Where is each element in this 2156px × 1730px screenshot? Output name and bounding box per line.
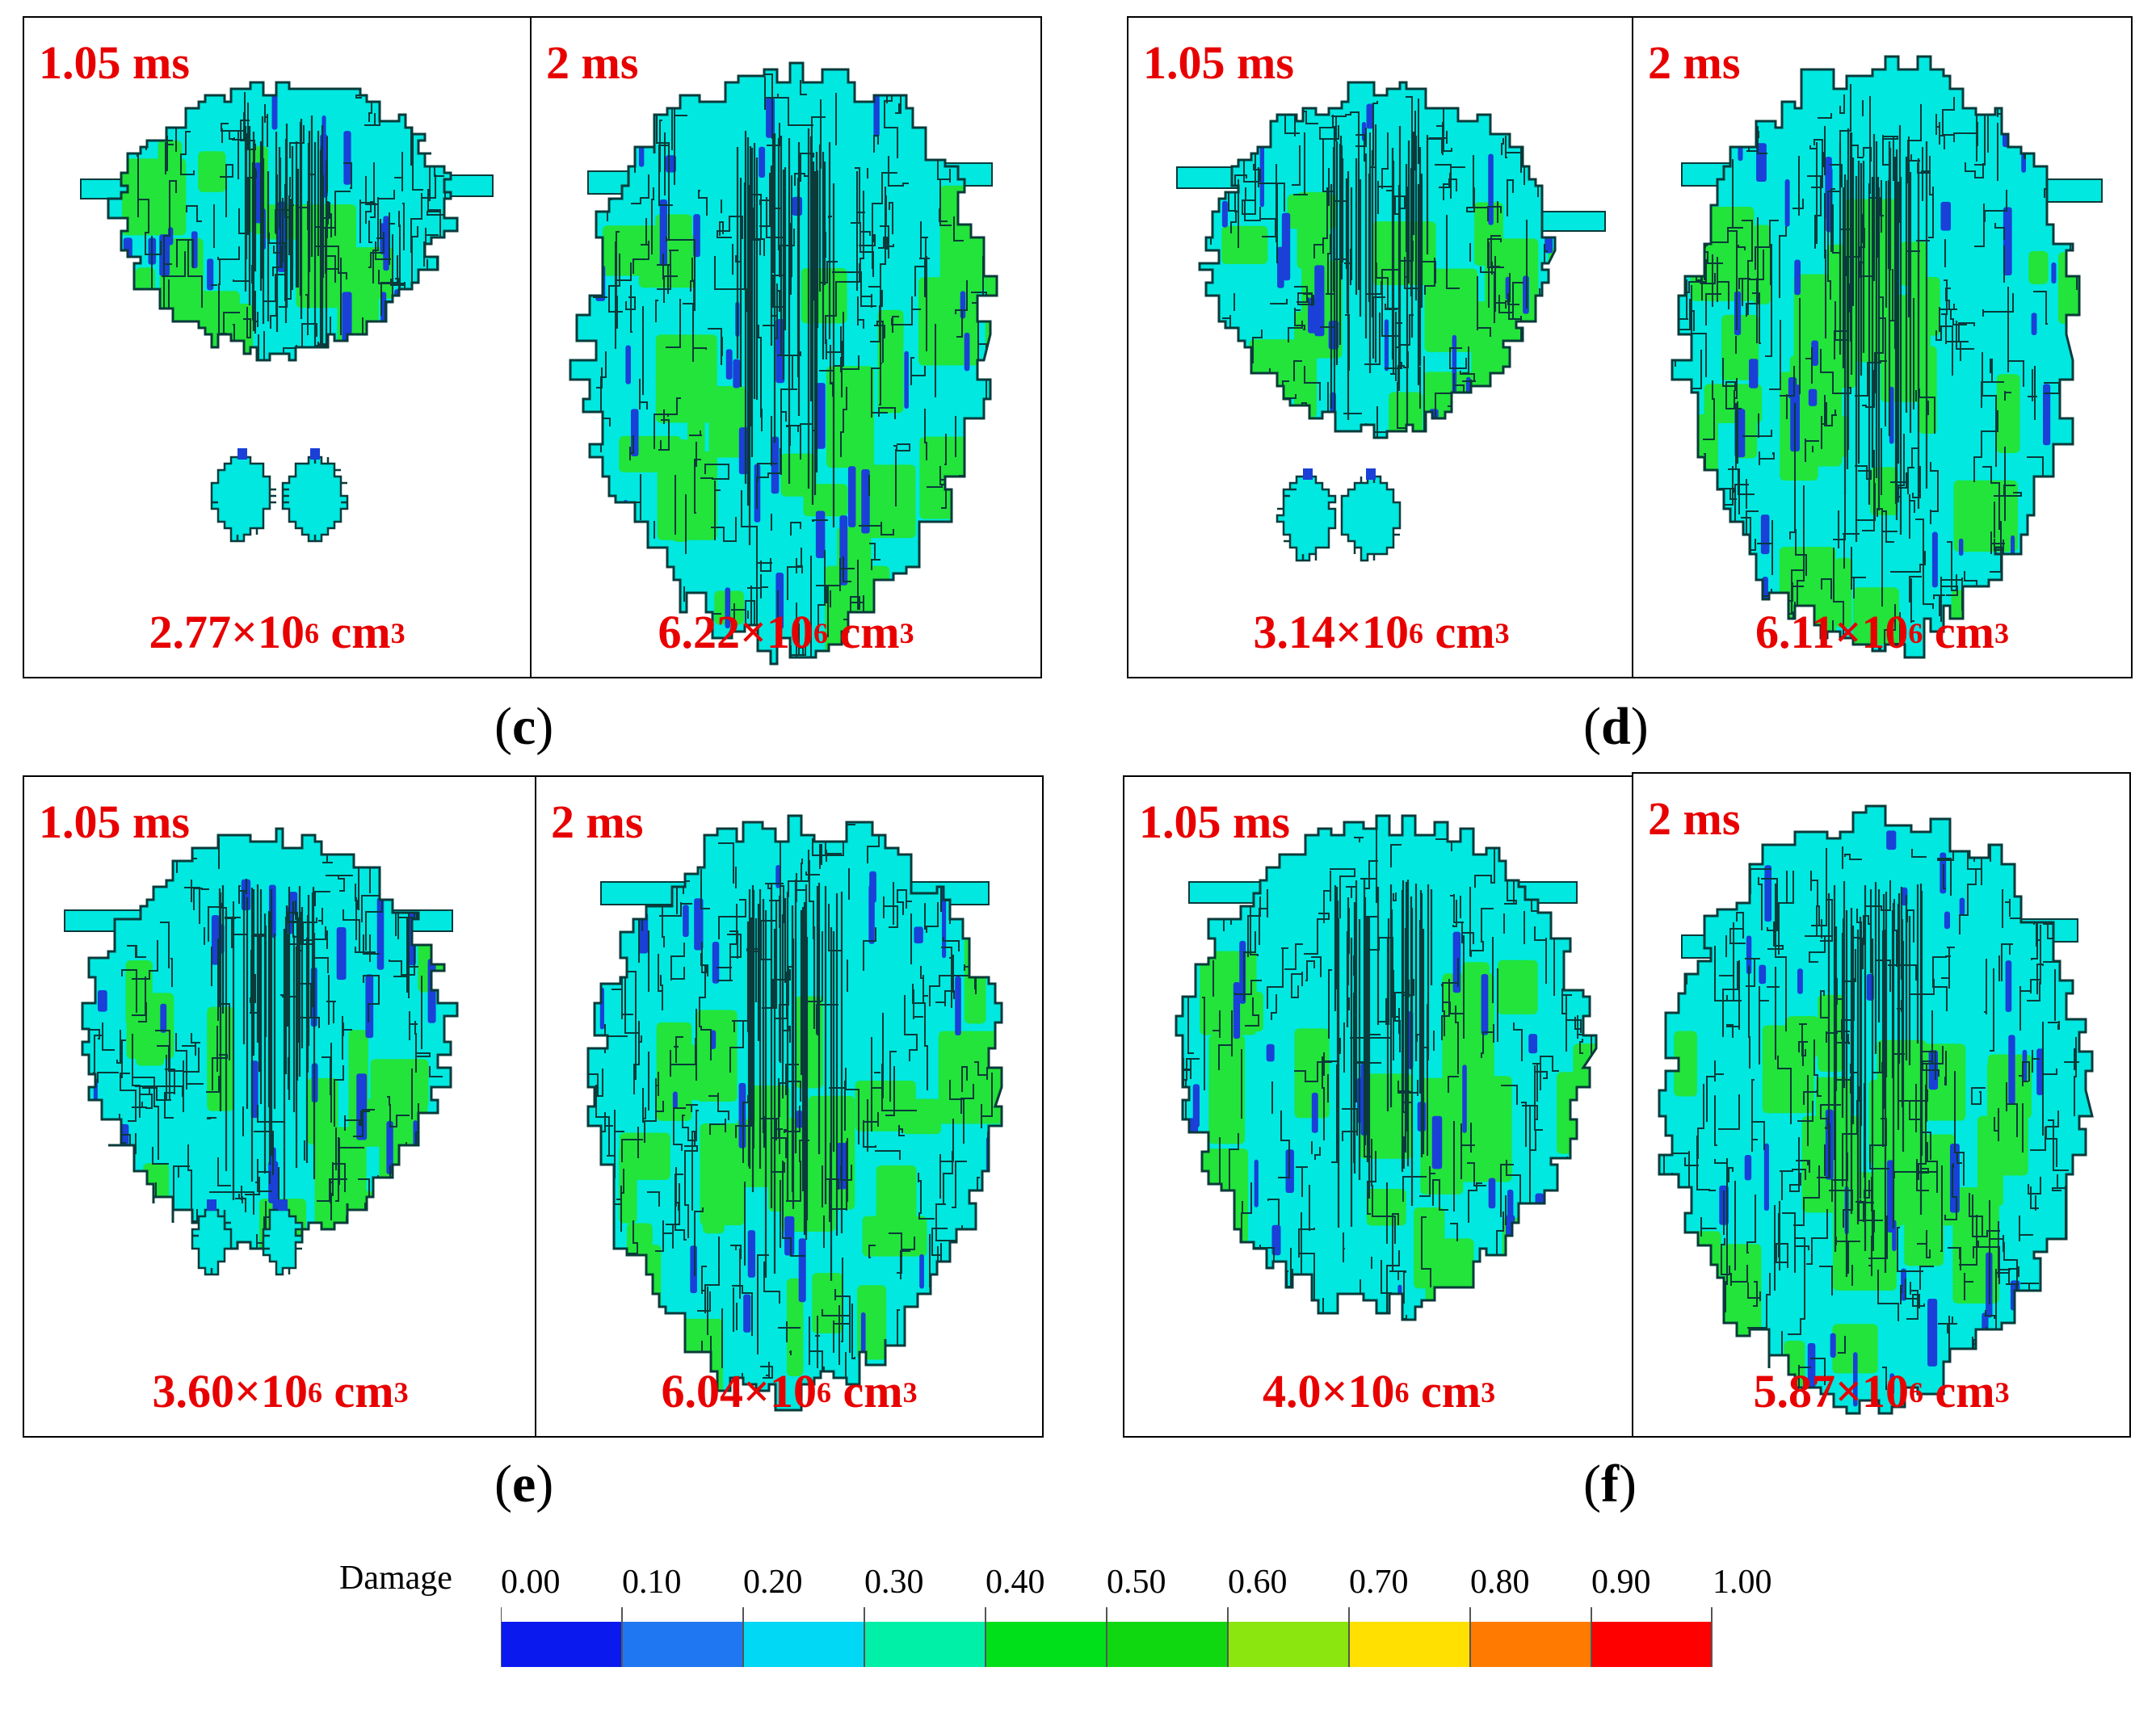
group-label-f: (f) [1583,1455,1637,1514]
volume-label: 3.14×106 cm3 [1253,606,1510,658]
group-label-d: (d) [1583,697,1649,756]
volume-label: 6.22×106 cm3 [658,606,914,658]
panel-c-1: 1.05 ms 2.77×106 cm3 [23,16,532,678]
time-label: 2 ms [1648,36,1741,89]
volume-label: 6.11×106 cm3 [1755,606,2009,658]
panel-f-2: 2 ms 5.87×106 cm3 [1632,772,2131,1438]
volume-label: 4.0×106 cm3 [1262,1365,1496,1417]
damage-body-f-1 [1175,814,1598,1321]
damage-body-d-2 [1671,55,2103,659]
colorbar-segment [1470,1622,1591,1667]
colorbar-tick-label: 0.70 [1349,1564,1409,1601]
colorbar-tick-label: 0.10 [622,1564,682,1601]
panel-c-2: 2 ms 6.22×106 cm3 [530,16,1042,678]
volume-label: 3.60×106 cm3 [152,1365,409,1417]
colorbar-tick-label: 0.60 [1228,1564,1288,1601]
damage-body-c-2 [569,61,998,666]
colorbar-segment [501,1622,622,1667]
time-label: 2 ms [551,796,644,848]
colorbar-segment [986,1622,1107,1667]
time-label: 2 ms [546,36,639,89]
colorbar-segment [622,1622,743,1667]
time-label: 2 ms [1648,792,1741,845]
colorbar-segment [1228,1622,1349,1667]
damage-body-e-2 [586,814,1003,1412]
panel-e-2: 2 ms 6.04×106 cm3 [535,775,1044,1438]
group-label-e: (e) [494,1455,554,1514]
panel-d-2: 2 ms 6.11×106 cm3 [1632,16,2133,678]
damage-body-e-1 [64,827,459,1276]
colorbar-segment [864,1622,986,1667]
colorbar-segment [1591,1622,1713,1667]
volume-label: 6.04×106 cm3 [661,1365,918,1417]
colorbar-tick-label: 0.50 [1107,1564,1166,1601]
colorbar-tick-label: 0.40 [986,1564,1045,1601]
colorbar-tick-label: 1.00 [1713,1564,1772,1601]
time-label: 1.05 ms [39,796,190,848]
colorbar-tick-label: 0.20 [743,1564,803,1601]
colorbar-tick-label: 0.30 [864,1564,924,1601]
panel-d-1: 1.05 ms 3.14×106 cm3 [1127,16,1636,678]
colorbar-tick-label: 0.90 [1591,1564,1651,1601]
colorbar-segment [1107,1622,1228,1667]
colorbar-segment [743,1622,864,1667]
damage-colorbar [501,1607,1713,1667]
colorbar-segment [1349,1622,1470,1667]
damage-body-c-1 [80,81,494,543]
legend-title: Damage [339,1560,452,1597]
time-label: 1.05 ms [39,36,190,89]
panel-e-1: 1.05 ms 3.60×106 cm3 [23,775,538,1438]
damage-body-f-2 [1658,804,2094,1415]
group-label-c: (c) [494,697,554,756]
colorbar-tick-label: 0.00 [501,1564,561,1601]
panel-f-1: 1.05 ms 4.0×106 cm3 [1123,775,1635,1438]
time-label: 1.05 ms [1139,796,1290,848]
time-label: 1.05 ms [1143,36,1294,89]
volume-label: 2.77×106 cm3 [149,606,406,658]
volume-label: 5.87×106 cm3 [1753,1365,2010,1417]
colorbar-tick-label: 0.80 [1470,1564,1530,1601]
damage-body-d-1 [1176,81,1606,562]
